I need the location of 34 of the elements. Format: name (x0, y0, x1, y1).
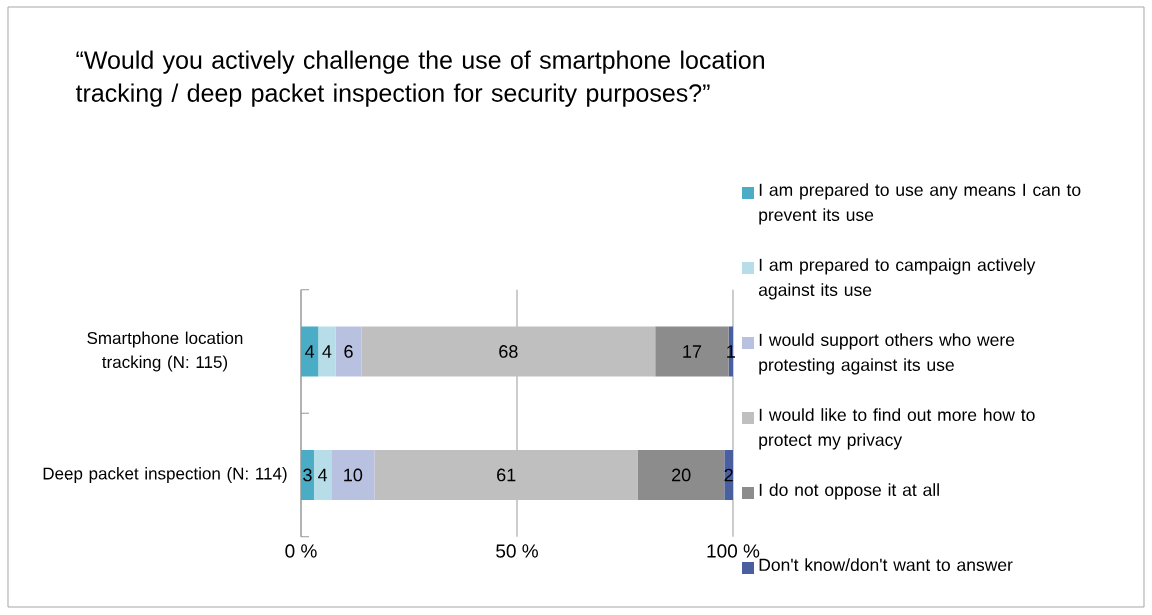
bar (637, 449, 725, 500)
bar (331, 449, 375, 500)
legend-label: I would support others who were protesting against its use (759, 333, 1015, 375)
y-tick-label: Smartphone location tracking (N: 115) (87, 331, 243, 372)
bar (313, 449, 332, 500)
data-label: 4 (305, 345, 315, 358)
data-label: 2 (724, 468, 733, 482)
chart-title: “Would you actively challenge the use of smartphone location tracking / deep packet inspection for security purposes?” (75, 50, 764, 107)
legend-label: I am prepared to campaign actively against its use (758, 258, 1036, 300)
x-tick-label: 50 % (496, 544, 538, 558)
bar (301, 449, 314, 500)
bar (318, 326, 336, 377)
y-tick-label: Deep packet inspection (N: 114) (43, 467, 287, 483)
legend-label: I do not oppose it at all (759, 483, 939, 500)
bar (374, 449, 638, 500)
bar (361, 326, 656, 377)
legend-label: I would like to find out more how to protect my privacy (759, 408, 1035, 450)
bar (301, 326, 319, 377)
data-label: 3 (303, 468, 312, 482)
x-tick-label: 100 % (707, 544, 760, 558)
data-label: 61 (497, 468, 516, 482)
data-label: 4 (322, 345, 332, 358)
legend-label: I am prepared to use any means I can to prevent its use (759, 183, 1081, 225)
data-label: 20 (672, 468, 691, 482)
bar (335, 326, 362, 377)
data-label: 6 (344, 345, 353, 358)
data-label: 68 (499, 345, 518, 358)
data-label: 17 (683, 345, 702, 358)
x-tick-label: 0 % (285, 544, 317, 558)
bar (655, 326, 729, 377)
legend-label: Don't know/don't want to answer (759, 558, 1013, 572)
data-label: 10 (344, 468, 363, 482)
bar (724, 449, 733, 500)
data-label: 4 (318, 468, 328, 482)
